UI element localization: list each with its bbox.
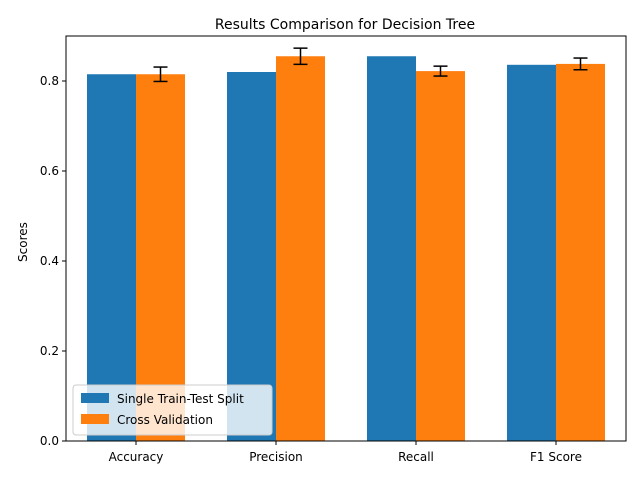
x-tick-label: F1 Score: [530, 450, 582, 464]
bar-cross-validation-precision: [276, 56, 325, 441]
y-tick-label: 0.8: [40, 74, 59, 88]
legend-box: [72, 384, 273, 436]
legend-swatch-single-split: [81, 393, 109, 403]
bar-cross-validation-accuracy: [136, 74, 185, 441]
y-tick-label: 0.2: [40, 344, 59, 358]
legend-swatch-cross-validation: [81, 414, 109, 424]
legend: Single Train-Test Split Cross Validation: [72, 384, 273, 436]
y-tick-label: 0.6: [40, 164, 59, 178]
error-bar-accuracy: [153, 66, 168, 83]
y-axis-label: Scores: [16, 222, 30, 262]
x-tick-label: Precision: [249, 450, 303, 464]
bar-cross-validation-recall: [416, 71, 465, 441]
bar-cross-validation-f1-score: [556, 63, 605, 442]
x-tick-label: Recall: [398, 450, 434, 464]
y-tick-label: 0.0: [40, 434, 59, 448]
axes-layer: [65, 35, 627, 442]
y-tick-label: 0.4: [40, 254, 59, 268]
chart-title: Results Comparison for Decision Tree: [215, 17, 475, 33]
error-bar-f1-score: [573, 57, 588, 71]
error-bar-precision: [293, 47, 308, 66]
bar-single-split-f1-score: [507, 64, 556, 442]
ticks-layer: 0.0 0.2 0.4 0.6 0.8 Accuracy Precision Recall F1…: [40, 74, 582, 464]
error-bar-recall: [433, 65, 448, 77]
x-tick-label: Accuracy: [109, 450, 164, 464]
bars-layer: [87, 56, 605, 442]
legend-label-single-split: Single Train-Test Split: [117, 392, 244, 406]
error-bars-layer: [153, 47, 588, 83]
bar-single-split-recall: [367, 56, 416, 441]
plot-frame: [65, 35, 627, 442]
bar-single-split-precision: [227, 72, 276, 441]
legend-label-cross-validation: Cross Validation: [117, 413, 213, 427]
bar-single-split-accuracy: [87, 74, 136, 441]
